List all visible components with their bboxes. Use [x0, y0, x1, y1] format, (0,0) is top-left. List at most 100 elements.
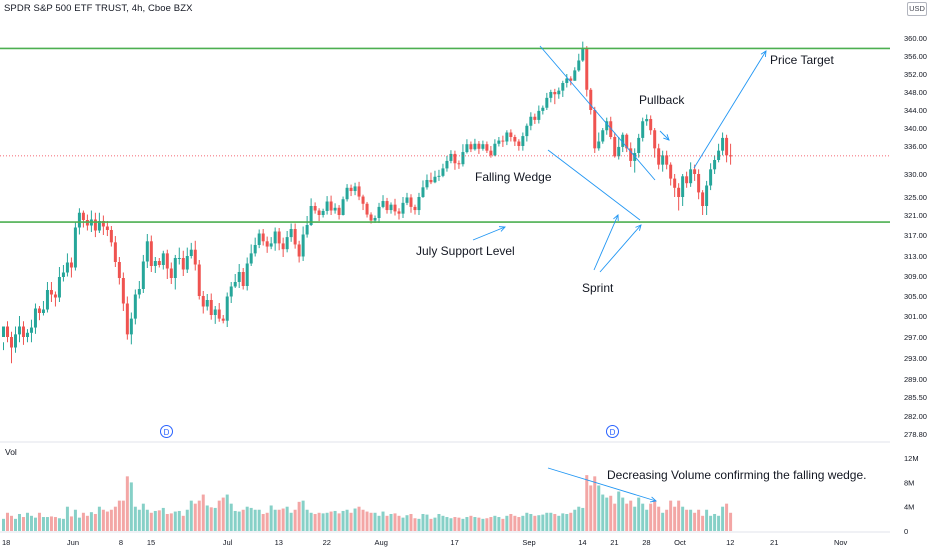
volume-bar — [505, 515, 509, 531]
volume-bar — [17, 513, 21, 531]
volume-bar — [81, 512, 85, 531]
candle-body — [369, 214, 373, 221]
volume-bar — [509, 513, 513, 531]
candle-body — [553, 92, 557, 95]
candle-body — [589, 89, 593, 110]
volume-bar — [593, 476, 597, 531]
volume-bar — [29, 515, 33, 531]
candle-body — [449, 153, 453, 161]
candle-body — [689, 169, 693, 184]
drawings — [472, 45, 767, 503]
volume-bar — [529, 513, 533, 531]
volume-bar — [437, 513, 441, 531]
candle-body — [157, 261, 161, 265]
candle-body — [21, 326, 25, 337]
candle-body — [293, 229, 297, 245]
volume-bar — [709, 515, 713, 531]
volume-bar — [681, 506, 685, 531]
price-tick-label: 305.00 — [904, 292, 927, 301]
dividend-marker[interactable]: D — [606, 425, 619, 438]
candle-body — [417, 197, 421, 211]
candle-body — [45, 290, 49, 310]
volume-bar — [477, 517, 481, 531]
volume-tick-label: 4M — [904, 503, 914, 512]
candle-body — [193, 249, 197, 265]
candle-body — [49, 290, 53, 295]
wedge-upper-line — [539, 45, 656, 181]
volume-bar — [281, 508, 285, 531]
candle-body — [129, 318, 133, 335]
volume-bar — [189, 500, 193, 531]
volume-bar — [49, 516, 53, 531]
volume-bar — [381, 511, 385, 531]
candle-body — [5, 326, 9, 337]
time-tick-label: 21 — [610, 538, 618, 547]
volume-bar — [669, 500, 673, 531]
candle-body — [501, 140, 505, 142]
candle-body — [709, 169, 713, 186]
candle-body — [345, 187, 349, 200]
candle-body — [373, 218, 377, 221]
price-tick-label: 282.00 — [904, 412, 927, 421]
volume-bar — [101, 509, 105, 531]
candle-body — [65, 262, 69, 273]
candle-body — [233, 282, 237, 287]
volume-bar — [233, 510, 237, 531]
candle-body — [409, 197, 413, 207]
candle-body — [189, 249, 193, 256]
candle-body — [109, 230, 113, 243]
volume-bar — [581, 507, 585, 531]
volume-bar — [609, 495, 613, 531]
time-tick-label: 28 — [642, 538, 650, 547]
volume-bar — [469, 515, 473, 531]
price-tick-label: 317.00 — [904, 231, 927, 240]
volume-bar — [157, 510, 161, 531]
currency-badge[interactable]: USD — [907, 2, 927, 16]
annotation-price-target: Price Target — [770, 53, 834, 67]
candle-body — [161, 253, 165, 265]
candle-body — [541, 107, 545, 111]
candle-body — [585, 48, 589, 90]
candle-body — [517, 141, 521, 146]
volume-bar — [61, 518, 65, 531]
candle-body — [309, 206, 313, 225]
volume-bar — [249, 507, 253, 531]
candle-body — [645, 119, 649, 122]
volume-bar — [489, 517, 493, 531]
candle-body — [93, 219, 97, 231]
volume-bar — [545, 512, 549, 531]
dividend-marker[interactable]: D — [160, 425, 173, 438]
candle-body — [545, 97, 549, 108]
volume-bar — [449, 518, 453, 531]
volume-bar — [589, 485, 593, 531]
candle-body — [465, 144, 469, 153]
volume-bar — [125, 476, 129, 531]
volume-bar — [637, 497, 641, 531]
candle-body — [365, 203, 369, 215]
volume-bar — [585, 475, 589, 531]
candle-body — [381, 201, 385, 207]
candle-body — [261, 233, 265, 242]
candle-body — [357, 186, 361, 197]
candle-body — [477, 143, 481, 149]
candle-body — [421, 187, 425, 197]
volume-bar — [721, 506, 725, 531]
volume-bar — [65, 506, 69, 531]
candle-body — [433, 176, 437, 183]
volume-bar — [625, 503, 629, 531]
volume-bar — [69, 516, 73, 531]
volume-bar — [357, 506, 361, 531]
candle-body — [565, 78, 569, 83]
volume-bar — [613, 503, 617, 531]
volume-bar — [213, 507, 217, 531]
candle-body — [237, 272, 241, 282]
annotation-decreasing-volume: Decreasing Volume confirming the falling… — [607, 468, 867, 482]
time-tick-label: 18 — [2, 538, 10, 547]
price-tick-label: 352.00 — [904, 70, 927, 79]
volume-bar — [565, 513, 569, 531]
candle-body — [337, 207, 341, 215]
candle-body — [353, 186, 357, 192]
symbol-title[interactable]: SPDR S&P 500 ETF TRUST, 4h, Cboe BZX — [4, 3, 193, 14]
